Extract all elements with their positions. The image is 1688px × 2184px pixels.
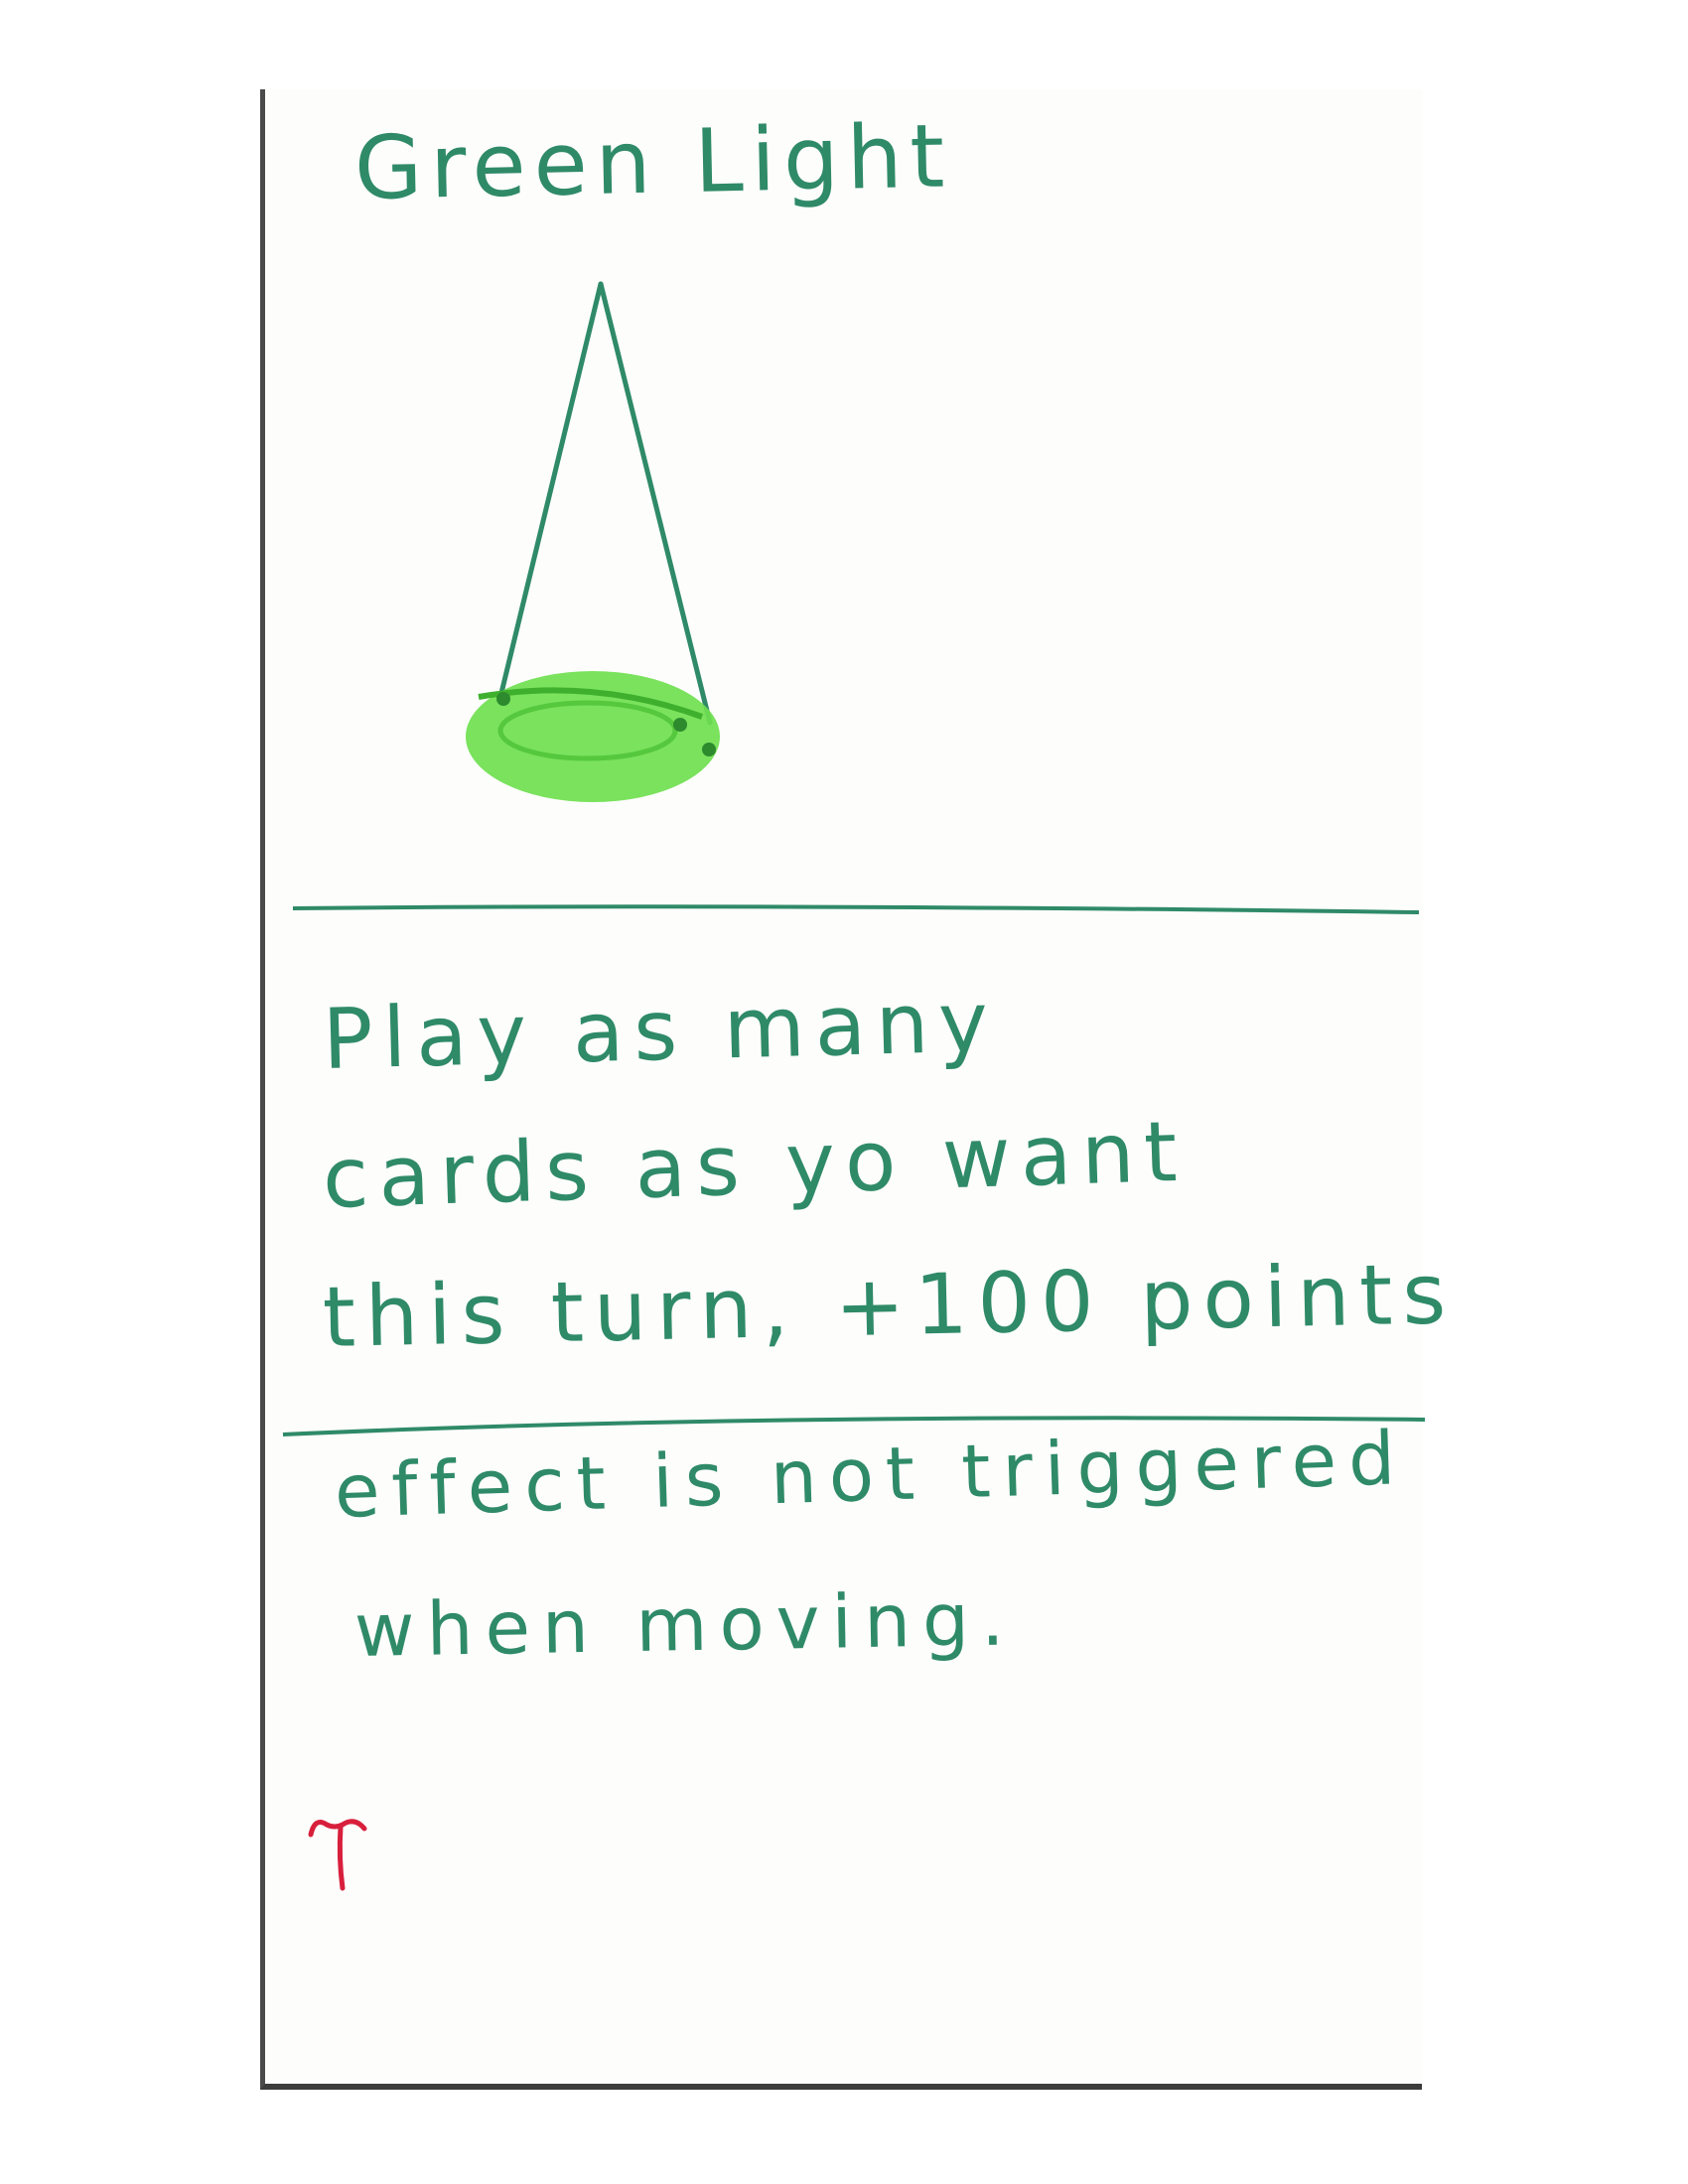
game-card: Green Light Play as many cards as yo wan… xyxy=(260,89,1457,2090)
red-t-mark-icon xyxy=(308,1819,367,1891)
lamp-string-left xyxy=(498,281,604,696)
lamp-string-right xyxy=(598,281,713,726)
green-lamp-shade xyxy=(466,671,720,802)
lamp-shade-rim xyxy=(478,687,704,720)
card-title: Green Light xyxy=(352,104,954,219)
ability-line: Play as many xyxy=(321,973,1000,1088)
rule-line: when moving. xyxy=(353,1576,1018,1674)
lamp-rivet-end xyxy=(702,743,716,756)
lamp-illustration xyxy=(466,281,720,802)
rule-line: effect is not triggered xyxy=(333,1416,1409,1535)
card-divider-top xyxy=(292,904,1420,914)
lamp-shade-highlight xyxy=(497,700,678,761)
card-artwork xyxy=(282,281,1426,1436)
ability-line: this turn, +100 points xyxy=(321,1245,1458,1366)
lamp-rivet-left xyxy=(496,692,510,706)
ability-line: cards as yo want xyxy=(321,1102,1189,1227)
lamp-rivet-right xyxy=(673,718,687,732)
